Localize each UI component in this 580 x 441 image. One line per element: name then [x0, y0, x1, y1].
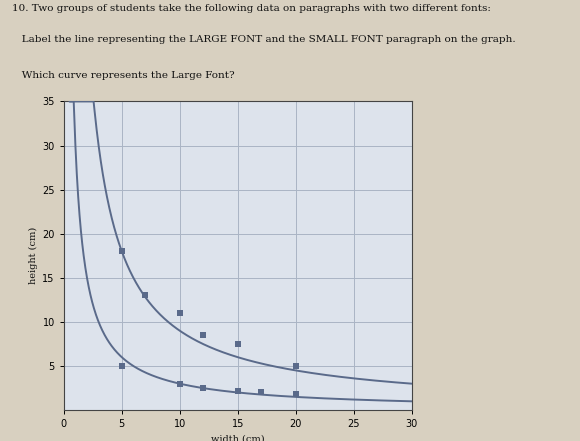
Text: Label the line representing the LARGE FONT and the SMALL FONT paragraph on the g: Label the line representing the LARGE FO… [12, 35, 515, 44]
Y-axis label: height (cm): height (cm) [29, 227, 38, 284]
Text: 10. Two groups of students take the following data on paragraphs with two differ: 10. Two groups of students take the foll… [12, 4, 491, 13]
X-axis label: width (cm): width (cm) [211, 435, 264, 441]
Text: Which curve represents the Large Font?: Which curve represents the Large Font? [12, 71, 234, 79]
